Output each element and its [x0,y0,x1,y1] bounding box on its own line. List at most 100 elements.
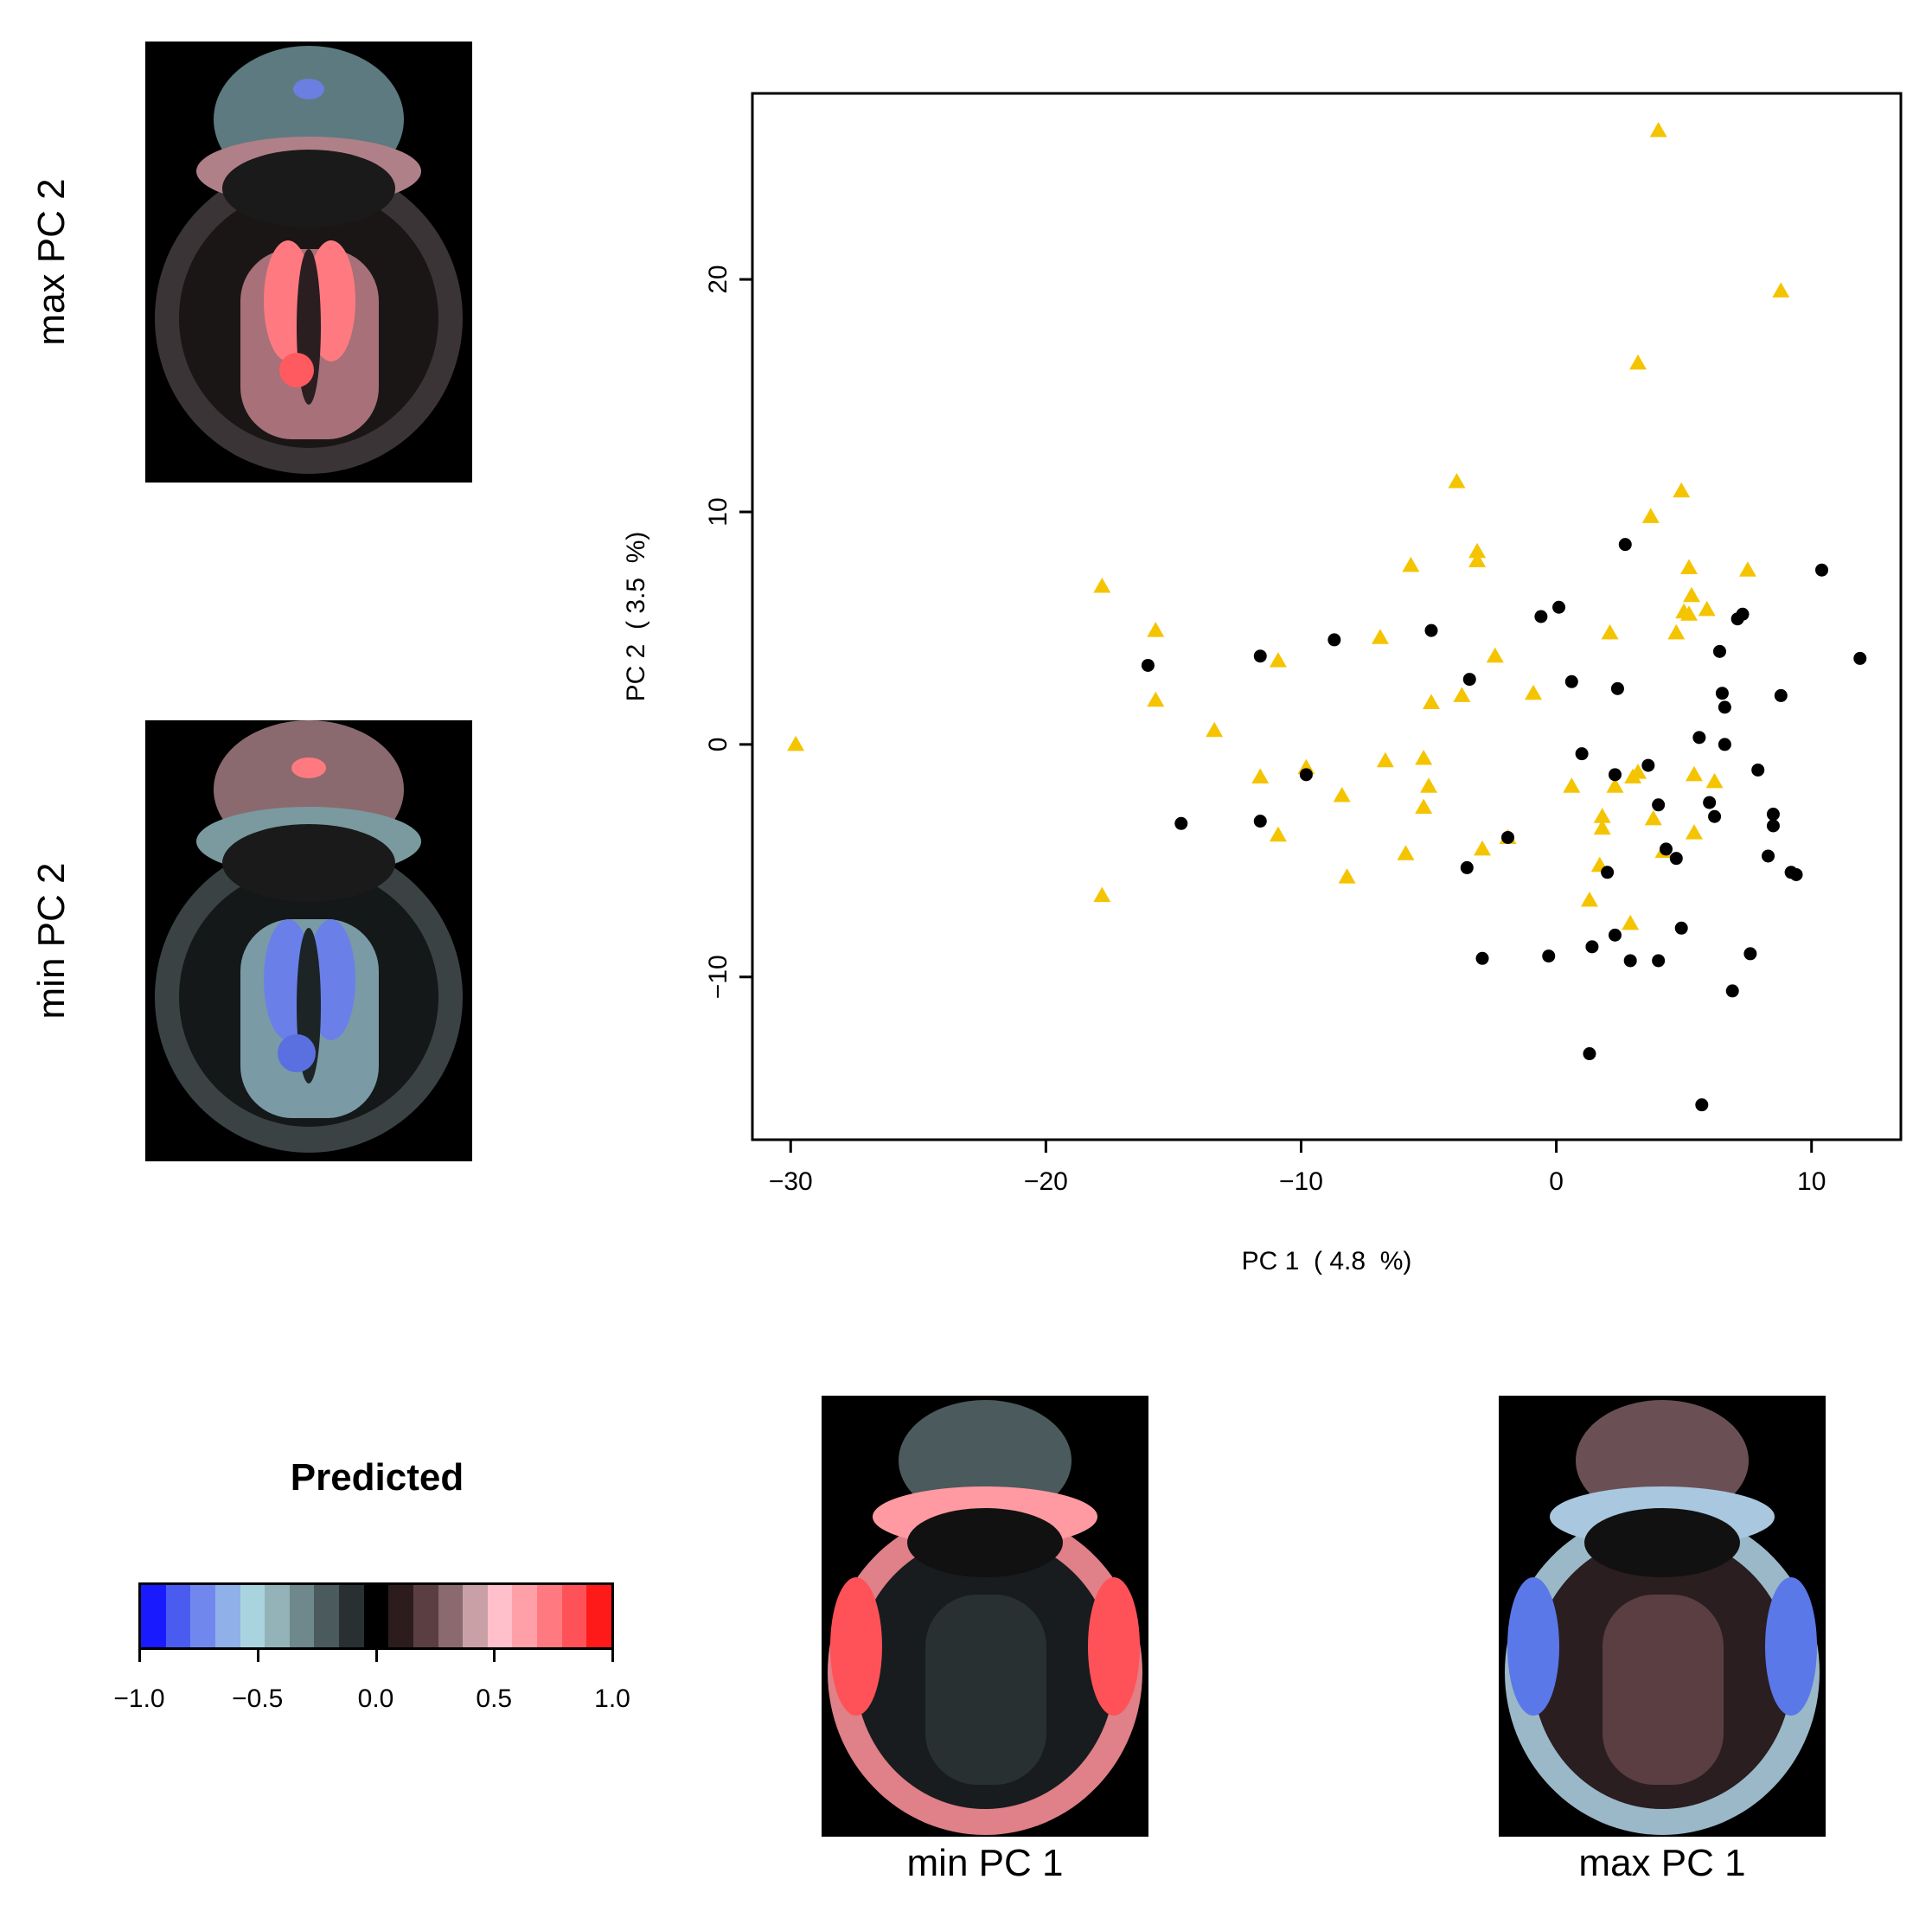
color-scale-tick [374,1650,378,1662]
triangle-point [1147,691,1165,707]
triangle-point [1685,765,1703,782]
triangle-point [1269,652,1287,668]
circle-point [1762,849,1775,863]
triangle-point [1593,819,1611,835]
circle-point [1299,768,1313,782]
brain-map-min-pc1 [822,1396,1148,1837]
circle-point [1141,658,1155,672]
brain-map-max-pc2 [145,42,472,483]
color-swatch [190,1585,215,1647]
circle-point [1253,815,1267,828]
triangle-point [1486,647,1504,663]
color-swatch [487,1585,513,1647]
circle-point [1718,738,1731,751]
circle-point [1708,809,1722,823]
triangle-point [1667,623,1686,640]
triangle-point [1622,914,1640,930]
triangle-point [787,735,805,751]
color-swatch [289,1585,315,1647]
triangle-point [1593,808,1611,823]
label-max-pc1: max PC 1 [1578,1842,1746,1884]
triangle-point [1772,282,1790,298]
circle-point [1618,538,1632,552]
circle-point [1534,610,1548,623]
data-points [787,122,1867,1112]
triangle-point [1448,473,1466,489]
triangle-point [1397,845,1415,860]
circle-point [1608,768,1622,782]
color-swatch [512,1585,537,1647]
triangle-point [1629,354,1647,370]
color-scale-tick [138,1650,141,1662]
circle-point [1585,940,1599,954]
circle-point [1601,866,1615,879]
color-swatch [314,1585,339,1647]
color-swatch [240,1585,265,1647]
color-swatch [586,1585,611,1647]
circle-point [1766,808,1780,821]
pca-scatter-plot: −30 −20 −10 0 10 −10 0 10 20 PC 1 ( 4.8 %) PC 2… [622,92,1903,1275]
color-scale-bar [138,1582,614,1650]
color-swatch [214,1585,240,1647]
circle-point [1725,984,1739,998]
triangle-point [1606,777,1624,793]
triangle-point [1738,561,1756,577]
triangle-point [1680,605,1698,621]
x-tick-label: 10 [1797,1167,1826,1196]
circle-point [1652,798,1666,812]
y-axis-label: PC 2 ( 3.5 %) [622,532,650,702]
plot-frame [751,92,1903,1141]
circle-point [1736,607,1750,621]
circle-point [1703,796,1717,809]
circle-point [1712,644,1726,658]
triangle-point [1698,600,1716,617]
circle-point [1652,954,1666,968]
triangle-point [1468,552,1487,567]
color-swatch [363,1585,389,1647]
circle-point [1815,563,1829,577]
triangle-point [1422,694,1440,709]
circle-point [1552,600,1566,614]
circle-point [1766,819,1780,833]
triangle-point [1468,542,1487,559]
brain-map-max-pc1 [1499,1396,1826,1837]
circle-point [1610,681,1624,695]
triangle-point [1683,586,1701,603]
triangle-point [1415,798,1433,814]
color-scale-tick-label: 0.0 [357,1684,394,1713]
circle-point [1460,860,1474,874]
color-swatch [537,1585,562,1647]
circle-point [1608,928,1622,942]
brain-map-min-pc2 [145,720,472,1161]
x-axis-label: PC 1 ( 4.8 %) [1242,1247,1412,1275]
circle-point [1669,852,1683,866]
x-tick-label: −10 [1279,1167,1323,1196]
y-tick-label: 10 [704,497,732,526]
triangle-point [1641,508,1660,523]
y-tick-label: 0 [704,738,732,752]
triangle-point [1705,772,1724,789]
color-scale-tick-label: −0.5 [232,1684,284,1713]
color-swatch [265,1585,290,1647]
y-tick-label: −10 [704,955,732,999]
triangle-point [1420,777,1438,793]
color-swatch [561,1585,587,1647]
circle-point [1718,700,1731,714]
triangle-point [1338,868,1356,884]
circle-point [1575,747,1589,761]
triangle-point [1525,684,1543,700]
circle-point [1424,623,1438,637]
circle-point [1751,763,1765,777]
triangle-point [1644,809,1662,826]
circle-point [1174,816,1188,830]
triangle-point [1453,687,1471,702]
x-axis: −30 −20 −10 0 10 [769,1140,1826,1196]
label-min-pc1: min PC 1 [906,1842,1064,1884]
circle-point [1692,731,1706,745]
triangle-point [1147,622,1165,637]
x-tick-label: 0 [1549,1167,1564,1196]
circle-point [1623,954,1637,968]
circle-point [1789,867,1803,881]
triangle-point [1673,482,1691,498]
circle-point [1253,649,1267,663]
